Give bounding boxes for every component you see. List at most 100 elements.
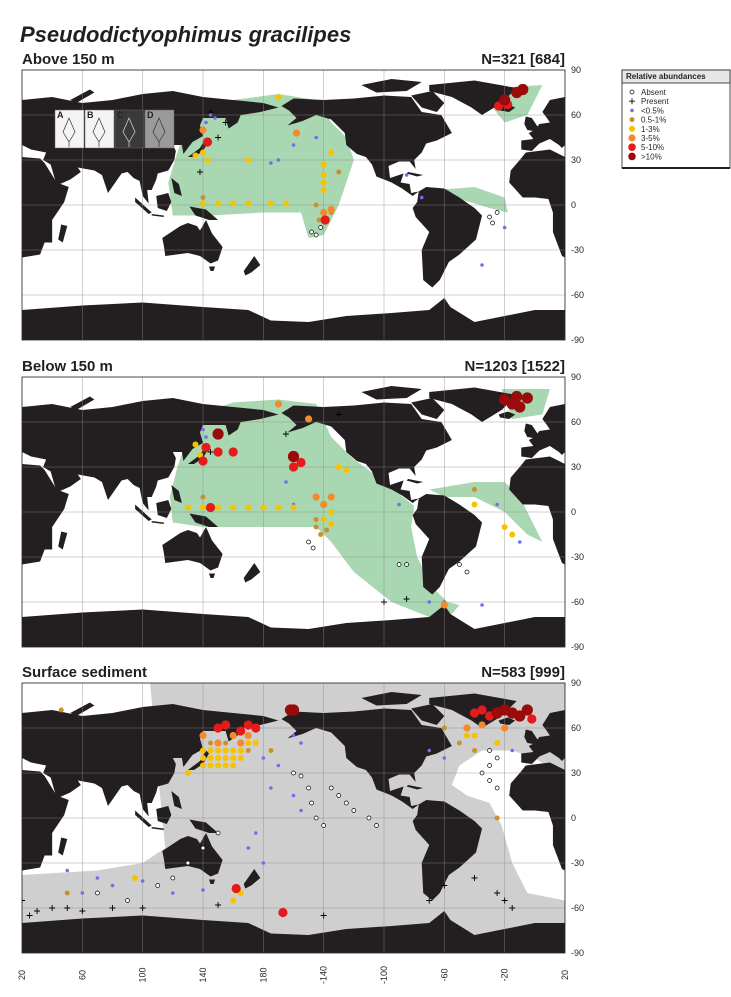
abundance-marker (284, 480, 288, 484)
panel-label: Above 150 m (22, 51, 115, 68)
legend-label: 3-5% (641, 134, 660, 143)
abundance-marker (199, 731, 207, 740)
abundance-marker (276, 763, 281, 768)
abundance-marker (201, 888, 205, 892)
present-marker (196, 169, 203, 175)
absent-marker (309, 229, 314, 235)
lat-tick-label: 0 (571, 200, 576, 210)
absent-marker (313, 232, 319, 238)
present-marker (320, 912, 327, 919)
lon-tick-label: -20 (500, 968, 510, 981)
map-frame (21, 682, 566, 954)
legend-title: Relative abundances (626, 72, 706, 81)
lat-tick-label: 90 (571, 65, 581, 75)
abundance-marker (472, 748, 477, 753)
lat-tick-label: 30 (571, 768, 581, 778)
abundance-marker (499, 94, 511, 106)
present-marker (79, 908, 86, 914)
abundance-marker (514, 710, 526, 722)
panel-label: Below 150 m (22, 358, 113, 375)
absent-marker (313, 815, 319, 821)
absent-marker (479, 770, 485, 776)
abundance-marker (469, 708, 480, 718)
abundance-marker (472, 487, 477, 492)
sample-count: N=583 [999] (481, 664, 565, 681)
abundance-marker (230, 747, 237, 754)
abundance-marker (201, 442, 211, 453)
absent-marker (351, 808, 357, 813)
inset-specimen (62, 117, 76, 147)
abundance-marker (320, 172, 327, 178)
inset-label: B (87, 110, 94, 120)
present-marker (471, 875, 478, 881)
abundance-marker (200, 200, 206, 207)
abundance-marker (494, 815, 500, 821)
absent-marker (306, 539, 311, 545)
abundance-marker (80, 891, 85, 895)
abundance-marker (207, 747, 214, 754)
inset-specimen (92, 117, 106, 147)
absent-marker (404, 562, 409, 567)
abundance-marker (291, 143, 296, 147)
present-marker (381, 599, 387, 605)
absent-marker (125, 898, 130, 903)
abundance-marker (251, 723, 261, 733)
absent-marker (374, 823, 379, 828)
abundance-marker (269, 161, 273, 165)
abundance-marker (463, 732, 470, 739)
abundance-marker (312, 493, 320, 501)
present-marker (282, 431, 289, 437)
abundance-marker (212, 428, 224, 440)
sample-count: N=321 [684] (481, 51, 565, 68)
abundance-marker (320, 500, 328, 509)
abundance-marker (495, 502, 499, 507)
absent-marker (328, 785, 334, 791)
abundance-marker (320, 179, 327, 186)
lon-tick-label: -60 (439, 968, 449, 981)
abundance-marker (320, 516, 327, 523)
present-marker (22, 897, 25, 904)
abundance-marker (214, 739, 222, 747)
abundance-marker (196, 452, 203, 458)
abundance-marker (200, 494, 206, 500)
abundance-marker (245, 157, 252, 163)
abundance-marker (243, 720, 253, 730)
abundance-marker (471, 732, 478, 739)
absent-marker (457, 562, 462, 567)
absent-marker (487, 748, 492, 753)
abundance-marker (336, 169, 342, 175)
abundance-marker (244, 731, 252, 740)
abundance-marker (427, 748, 432, 753)
abundance-marker (215, 504, 222, 511)
abundance-marker (335, 464, 342, 470)
abundance-marker (327, 205, 335, 214)
abundance-marker (253, 831, 258, 835)
range-area (436, 187, 508, 213)
lon-tick-label: 100 (138, 967, 148, 982)
abundance-marker (213, 116, 217, 120)
abundance-marker (320, 215, 330, 225)
abundance-marker (58, 707, 64, 713)
absent-marker (318, 225, 323, 230)
abundance-marker (230, 762, 237, 769)
absent-marker (95, 890, 100, 896)
abundance-marker (404, 173, 409, 177)
abundance-marker (509, 531, 516, 538)
map-area (22, 377, 565, 647)
abundance-marker (223, 740, 229, 746)
abundance-marker (324, 527, 330, 533)
abundance-marker (275, 504, 282, 511)
abundance-marker (222, 762, 229, 769)
abundance-marker (230, 200, 237, 207)
abundance-marker (419, 195, 424, 200)
abundance-marker (204, 120, 208, 125)
legend-header (621, 69, 731, 84)
absent-marker (494, 755, 500, 761)
present-marker (494, 890, 501, 896)
legend-swatch (629, 89, 635, 95)
lat-tick-label: -90 (571, 642, 584, 652)
absent-marker (155, 883, 161, 888)
lat-tick-label: 60 (571, 110, 581, 120)
lat-tick-label: -60 (571, 597, 584, 607)
